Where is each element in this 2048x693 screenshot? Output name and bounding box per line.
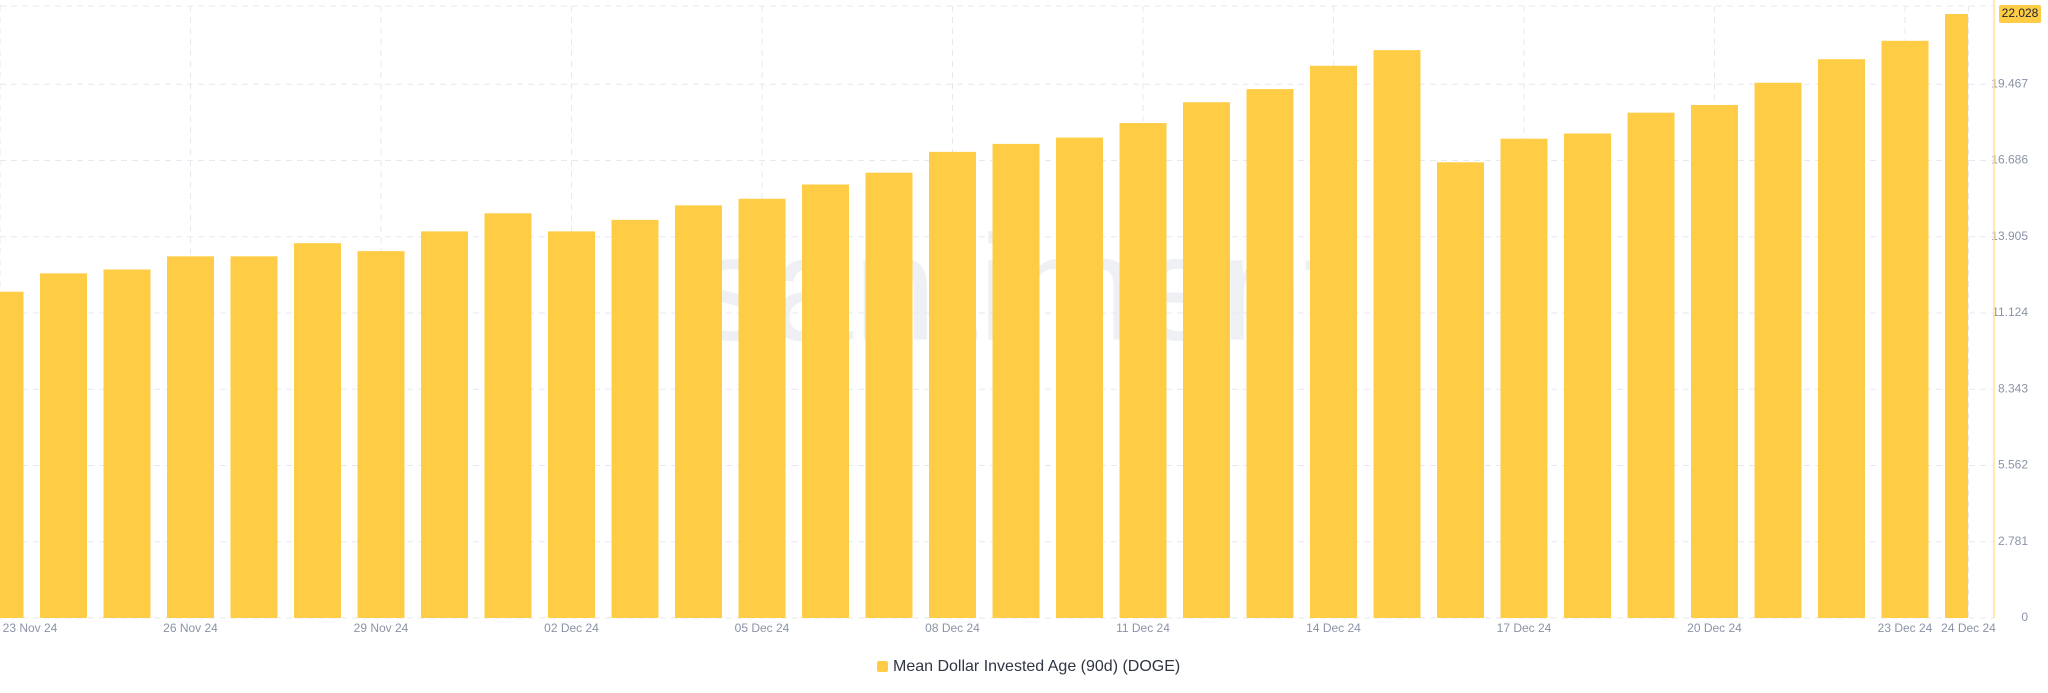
y-tick-label: 0 xyxy=(2021,610,2028,624)
x-tick-label: 23 Dec 24 xyxy=(1878,621,1933,635)
y-tick-label: 19.467 xyxy=(1991,76,2028,90)
bar xyxy=(1564,133,1611,618)
x-tick-label: 05 Dec 24 xyxy=(735,621,790,635)
x-tick-label: 29 Nov 24 xyxy=(354,621,409,635)
bar xyxy=(1754,82,1802,618)
y-tick-label: 2.781 xyxy=(1998,534,2028,548)
bar xyxy=(1945,14,1968,618)
x-tick-label: 24 Dec 24 xyxy=(1941,621,1996,635)
y-tick-label: 5.562 xyxy=(1998,458,2028,472)
bar xyxy=(40,273,87,618)
bar xyxy=(484,213,532,618)
bar xyxy=(738,198,786,618)
x-tick-label: 08 Dec 24 xyxy=(925,621,980,635)
x-tick-label: 14 Dec 24 xyxy=(1306,621,1361,635)
value-label: 22.028 xyxy=(2002,6,2039,20)
bar xyxy=(1246,89,1294,618)
bar xyxy=(1056,137,1103,618)
legend-swatch xyxy=(877,661,888,672)
bar xyxy=(1691,104,1738,618)
bar xyxy=(802,184,849,618)
y-tick-label: 13.905 xyxy=(1991,229,2028,243)
bar xyxy=(1373,50,1421,618)
bar xyxy=(357,251,405,618)
x-tick-label: 17 Dec 24 xyxy=(1497,621,1552,635)
bar xyxy=(1818,59,1865,618)
x-tick-label: 02 Dec 24 xyxy=(544,621,599,635)
bar xyxy=(167,256,214,618)
x-tick-label: 11 Dec 24 xyxy=(1116,621,1170,635)
bar xyxy=(103,269,151,618)
bar xyxy=(929,151,976,618)
bar xyxy=(0,291,24,618)
bar xyxy=(1627,112,1675,618)
bar xyxy=(230,256,278,618)
bar xyxy=(1437,162,1484,618)
bar xyxy=(865,172,913,618)
bars xyxy=(0,14,1968,618)
bar xyxy=(421,231,468,618)
bar xyxy=(675,205,722,618)
legend-label: Mean Dollar Invested Age (90d) (DOGE) xyxy=(893,658,1180,675)
x-tick-label: 20 Dec 24 xyxy=(1687,621,1742,635)
bar xyxy=(1119,123,1167,618)
bar xyxy=(1881,40,1929,618)
bar xyxy=(992,143,1040,618)
bar xyxy=(1183,102,1230,618)
x-tick-label: 23 Nov 24 xyxy=(3,621,58,635)
bar xyxy=(548,231,595,618)
x-tick-label: 26 Nov 24 xyxy=(163,621,218,635)
y-tick-label: 11.124 xyxy=(1992,305,2028,319)
bar xyxy=(1500,138,1548,618)
bar xyxy=(1310,65,1357,618)
bar xyxy=(294,243,341,618)
value-label-box xyxy=(1999,5,2041,23)
y-tick-label: 16.686 xyxy=(1991,153,2028,167)
y-tick-label: 8.343 xyxy=(1998,381,2028,395)
bar xyxy=(611,219,659,618)
